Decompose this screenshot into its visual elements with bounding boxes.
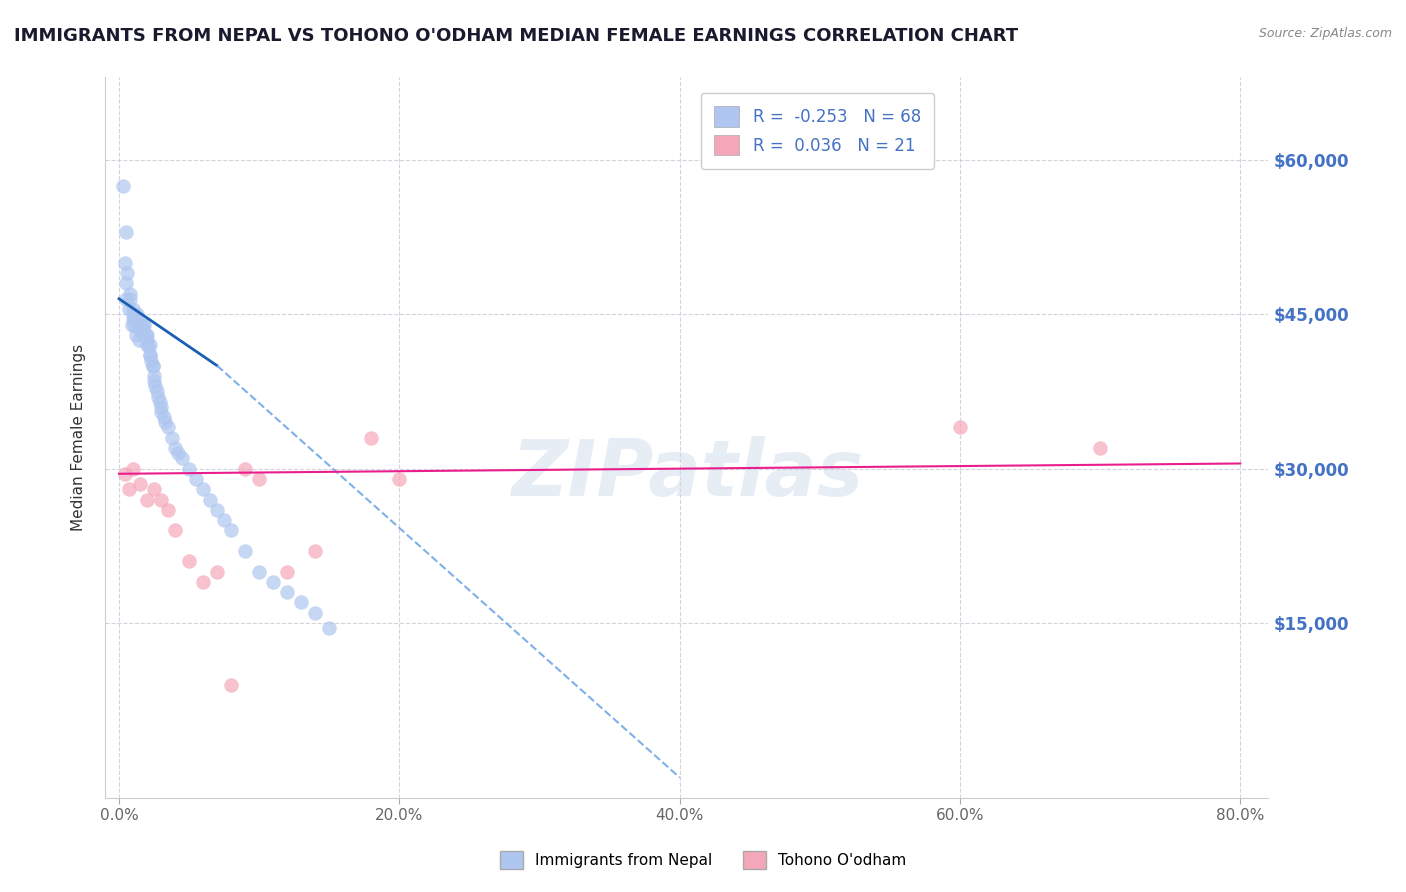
Point bbox=[143, 369, 166, 384]
Point bbox=[177, 461, 200, 475]
Point bbox=[117, 266, 139, 280]
Point bbox=[247, 472, 270, 486]
Point bbox=[142, 359, 165, 373]
Point bbox=[949, 420, 972, 434]
Point bbox=[114, 467, 136, 481]
Point bbox=[122, 301, 145, 316]
Point bbox=[115, 292, 138, 306]
Point bbox=[141, 353, 163, 368]
Point bbox=[131, 318, 153, 332]
Point bbox=[125, 327, 148, 342]
Text: IMMIGRANTS FROM NEPAL VS TOHONO O'ODHAM MEDIAN FEMALE EARNINGS CORRELATION CHART: IMMIGRANTS FROM NEPAL VS TOHONO O'ODHAM … bbox=[14, 27, 1018, 45]
Point bbox=[262, 574, 284, 589]
Point bbox=[290, 595, 312, 609]
Text: Source: ZipAtlas.com: Source: ZipAtlas.com bbox=[1258, 27, 1392, 40]
Point bbox=[155, 415, 177, 429]
Point bbox=[115, 225, 138, 239]
Point bbox=[146, 384, 169, 399]
Point bbox=[318, 621, 340, 635]
Point bbox=[136, 338, 159, 352]
Point bbox=[191, 482, 214, 496]
Point bbox=[233, 544, 256, 558]
Point bbox=[172, 451, 194, 466]
Point bbox=[125, 312, 148, 326]
Point bbox=[177, 554, 200, 568]
Point bbox=[136, 492, 159, 507]
Point bbox=[129, 318, 152, 332]
Point bbox=[150, 400, 173, 414]
Point bbox=[143, 482, 166, 496]
Point bbox=[132, 318, 155, 332]
Point bbox=[136, 327, 159, 342]
Point bbox=[157, 503, 180, 517]
Point bbox=[1088, 441, 1111, 455]
Point bbox=[118, 482, 141, 496]
Point bbox=[134, 318, 156, 332]
Point bbox=[247, 565, 270, 579]
Point bbox=[150, 405, 173, 419]
Point bbox=[139, 348, 162, 362]
Point bbox=[139, 348, 162, 362]
Point bbox=[128, 333, 150, 347]
Point bbox=[135, 327, 157, 342]
Point bbox=[128, 318, 150, 332]
Point bbox=[148, 390, 170, 404]
Point bbox=[304, 606, 326, 620]
Point bbox=[143, 374, 166, 388]
Point bbox=[184, 472, 207, 486]
Point bbox=[127, 307, 149, 321]
Point bbox=[150, 492, 173, 507]
Point bbox=[132, 323, 155, 337]
Text: ZIPatlas: ZIPatlas bbox=[510, 436, 863, 512]
Point bbox=[142, 359, 165, 373]
Point bbox=[167, 446, 190, 460]
Legend: Immigrants from Nepal, Tohono O'odham: Immigrants from Nepal, Tohono O'odham bbox=[494, 845, 912, 875]
Legend: R =  -0.253   N = 68, R =  0.036   N = 21: R = -0.253 N = 68, R = 0.036 N = 21 bbox=[702, 93, 934, 169]
Point bbox=[138, 338, 160, 352]
Y-axis label: Median Female Earnings: Median Female Earnings bbox=[72, 344, 86, 532]
Point bbox=[115, 277, 138, 291]
Point bbox=[233, 461, 256, 475]
Point bbox=[157, 420, 180, 434]
Point bbox=[388, 472, 411, 486]
Point bbox=[145, 379, 167, 393]
Point bbox=[276, 585, 298, 599]
Point bbox=[122, 312, 145, 326]
Point bbox=[139, 338, 162, 352]
Point bbox=[124, 318, 146, 332]
Point bbox=[165, 441, 187, 455]
Point bbox=[112, 178, 135, 193]
Point bbox=[304, 544, 326, 558]
Point bbox=[122, 307, 145, 321]
Point bbox=[212, 513, 235, 527]
Point bbox=[120, 286, 142, 301]
Point bbox=[153, 410, 176, 425]
Point bbox=[219, 524, 242, 538]
Point bbox=[134, 327, 156, 342]
Point bbox=[162, 431, 184, 445]
Point bbox=[191, 574, 214, 589]
Point bbox=[120, 292, 142, 306]
Point bbox=[129, 323, 152, 337]
Point bbox=[118, 301, 141, 316]
Point bbox=[205, 565, 228, 579]
Point bbox=[165, 524, 187, 538]
Point bbox=[129, 477, 152, 491]
Point bbox=[122, 461, 145, 475]
Point bbox=[136, 333, 159, 347]
Point bbox=[131, 323, 153, 337]
Point bbox=[114, 256, 136, 270]
Point bbox=[205, 503, 228, 517]
Point bbox=[219, 678, 242, 692]
Point bbox=[360, 431, 382, 445]
Point bbox=[121, 318, 143, 332]
Point bbox=[276, 565, 298, 579]
Point bbox=[149, 394, 172, 409]
Point bbox=[198, 492, 221, 507]
Point bbox=[134, 327, 156, 342]
